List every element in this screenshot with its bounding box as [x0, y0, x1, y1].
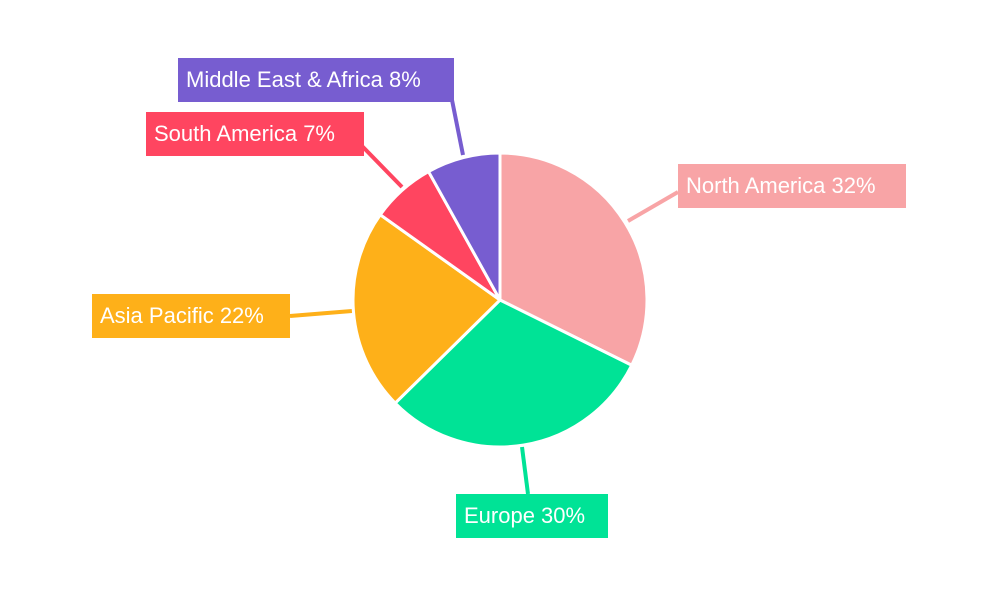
leader-line	[626, 190, 680, 223]
slice-middle-east-africa[interactable]	[427, 151, 502, 302]
slice-label: North America 32%	[678, 164, 906, 208]
leader-line	[360, 144, 404, 189]
slice-europe[interactable]	[393, 298, 634, 449]
slice-asia-pacific[interactable]	[351, 213, 502, 405]
pie-slices	[351, 151, 649, 449]
leader-line	[520, 446, 530, 495]
leader-lines	[289, 99, 680, 495]
leader-line	[450, 99, 465, 156]
slice-label: South America 7%	[146, 112, 364, 156]
slice-label: Asia Pacific 22%	[92, 294, 290, 338]
leader-line	[289, 309, 353, 318]
slice-label: Europe 30%	[456, 494, 608, 538]
slice-label: Middle East & Africa 8%	[178, 58, 454, 102]
slice-north-america[interactable]	[498, 151, 649, 367]
